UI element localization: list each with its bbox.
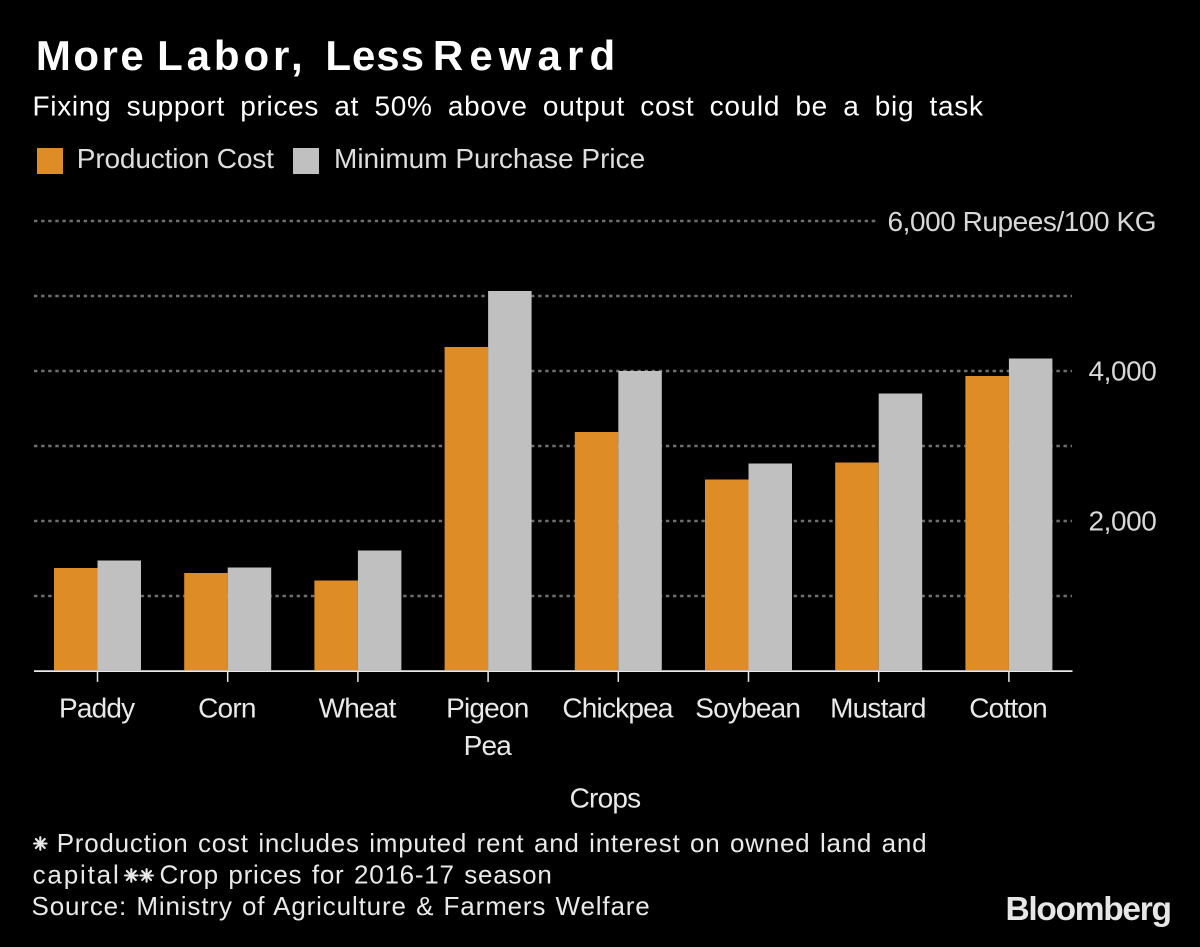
- svg-text:4,000: 4,000: [1089, 356, 1157, 387]
- svg-text:Minimum Purchase Price: Minimum Purchase Price: [334, 143, 645, 174]
- svg-text:Crops: Crops: [570, 783, 641, 814]
- svg-text:2,000: 2,000: [1089, 506, 1157, 537]
- svg-text:Pigeon: Pigeon: [446, 693, 528, 724]
- svg-text:Mustard: Mustard: [830, 693, 926, 724]
- svg-text:Source: Ministry of Agricultur: Source: Ministry of Agriculture & Farmer…: [32, 891, 651, 921]
- svg-text:6,000 Rupees/100 KG: 6,000 Rupees/100 KG: [888, 206, 1157, 237]
- svg-text:capital: capital: [33, 860, 121, 890]
- svg-text:Corn: Corn: [198, 693, 256, 724]
- svg-text:Wheat: Wheat: [319, 693, 397, 724]
- svg-text:Cotton: Cotton: [969, 693, 1047, 724]
- svg-text:Bloomberg: Bloomberg: [1006, 891, 1171, 928]
- svg-text:Fixing support prices at 50% a: Fixing support prices at 50% above outpu…: [33, 91, 984, 122]
- svg-text:Paddy: Paddy: [59, 693, 135, 724]
- svg-text:Production cost includes imput: Production cost includes imputed rent an…: [57, 828, 928, 858]
- svg-text:Pea: Pea: [464, 730, 513, 761]
- svg-text:Production Cost: Production Cost: [77, 143, 274, 174]
- svg-text:Crop prices for 2016-17 season: Crop prices for 2016-17 season: [160, 860, 553, 890]
- svg-text:Soybean: Soybean: [695, 693, 800, 724]
- svg-text:Chickpea: Chickpea: [562, 693, 674, 724]
